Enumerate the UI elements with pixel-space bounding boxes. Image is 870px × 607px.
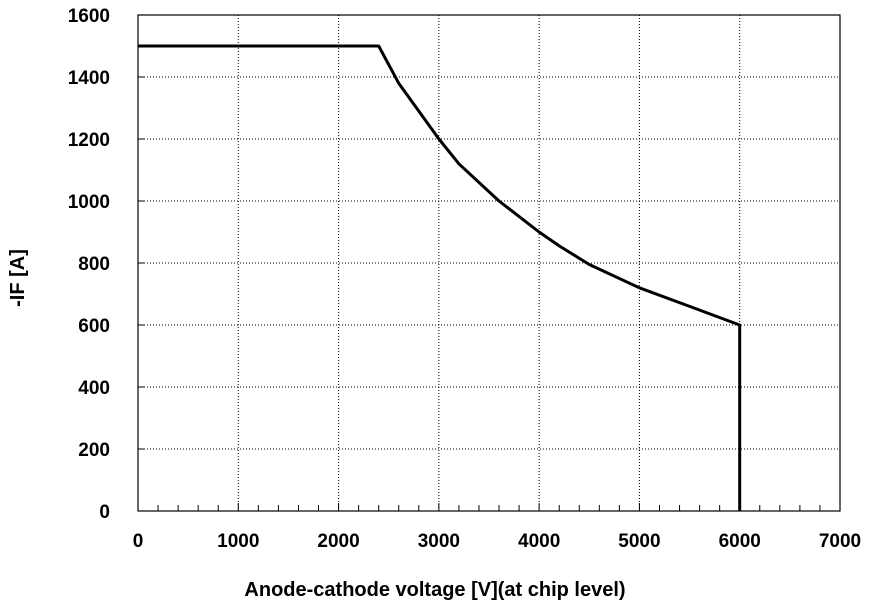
x-tick-label: 3000 <box>418 531 460 552</box>
y-tick-labels: 0 200 400 600 800 1000 1200 1400 1600 <box>68 6 110 523</box>
x-tick-label: 5000 <box>618 531 660 552</box>
y-tick-label: 1000 <box>68 192 110 213</box>
x-tick-labels: 0 1000 2000 3000 4000 5000 6000 7000 <box>133 531 861 552</box>
y-tick-label: 200 <box>78 440 110 461</box>
y-tick-label: 1200 <box>68 130 110 151</box>
x-tick-label: 6000 <box>719 531 761 552</box>
grid <box>138 15 840 511</box>
y-tick-label: 1400 <box>68 68 110 89</box>
x-tick-label: 4000 <box>518 531 560 552</box>
x-tick-label: 7000 <box>819 531 861 552</box>
y-tick-label: 1600 <box>68 6 110 27</box>
y-tick-label: 0 <box>99 502 110 523</box>
series-line <box>138 44 742 511</box>
x-axis-title: Anode-cathode voltage [V](at chip level) <box>244 579 625 601</box>
x-tick-label: 0 <box>133 531 144 552</box>
series-group <box>138 44 742 511</box>
y-tick-label: 600 <box>78 316 110 337</box>
y-tick-label: 400 <box>78 378 110 399</box>
x-tick-label: 1000 <box>217 531 259 552</box>
x-tick-label: 2000 <box>317 531 359 552</box>
y-axis-title: -IF [A] <box>7 249 29 307</box>
y-tick-label: 800 <box>78 254 110 275</box>
